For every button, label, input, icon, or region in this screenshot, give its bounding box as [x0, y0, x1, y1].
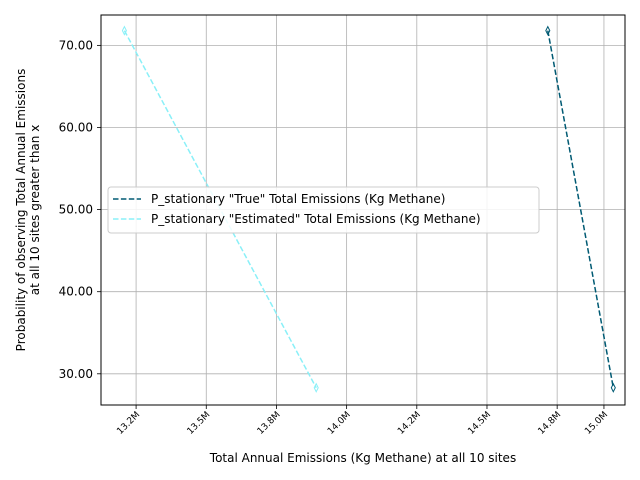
series-point-1 — [313, 382, 319, 393]
series-point-0 — [545, 25, 551, 36]
x-tick-label: 15.0M — [583, 410, 610, 437]
y-axis-label-line: at all 10 sites greater than x — [28, 125, 42, 296]
y-tick-label: 70.00 — [59, 38, 93, 52]
x-tick-label: 13.5M — [186, 410, 213, 437]
series-point-0 — [610, 382, 616, 393]
y-axis-label: Probability of observing Total Annual Em… — [14, 69, 42, 352]
x-tick-label: 14.0M — [326, 410, 353, 437]
x-tick-label: 13.8M — [256, 410, 283, 437]
y-tick-label: 60.00 — [59, 120, 93, 134]
y-tick-label: 30.00 — [59, 367, 93, 381]
y-axis: 30.00 40.00 50.00 60.00 70.00 — [59, 38, 101, 381]
x-tick-label: 13.2M — [115, 410, 142, 437]
legend-box — [107, 186, 540, 234]
legend-entry-label: P_stationary "Estimated" Total Emissions… — [151, 212, 481, 226]
series-line-0 — [547, 30, 615, 388]
y-tick-label: 50.00 — [59, 203, 93, 217]
legend: P_stationary "True" Total Emissions (Kg … — [107, 186, 540, 234]
plot-frame — [100, 14, 626, 406]
x-axis-label: Total Annual Emissions (Kg Methane) at a… — [209, 451, 516, 465]
x-tick-label: 14.2M — [396, 410, 423, 437]
x-tick-label: 14.8M — [537, 410, 564, 437]
series-point-1 — [121, 25, 127, 36]
x-tick-label: 14.5M — [466, 410, 493, 437]
x-axis: 13.2M 13.5M 13.8M 14.0M 14.2M 14.5M 14.8M 15.0M — [115, 405, 610, 437]
y-axis-label-line: Probability of observing Total Annual Em… — [14, 69, 28, 352]
legend-entry-label: P_stationary "True" Total Emissions (Kg … — [151, 192, 445, 206]
y-tick-label: 40.00 — [59, 285, 93, 299]
